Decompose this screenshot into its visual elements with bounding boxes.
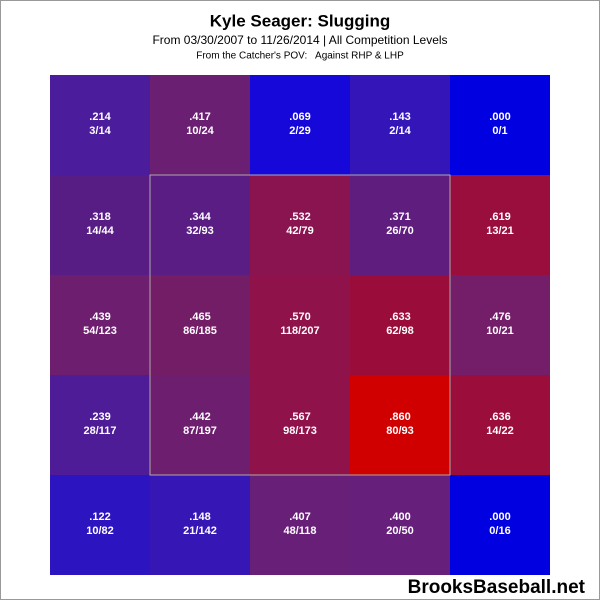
cell-value: .636 bbox=[489, 411, 510, 423]
cell-value: .143 bbox=[389, 111, 410, 123]
chart-note: From the Catcher's POV: Against RHP & LH… bbox=[196, 51, 404, 62]
cell-count: 54/123 bbox=[83, 325, 117, 337]
cell-count: 0/1 bbox=[492, 125, 507, 137]
cell-count: 87/197 bbox=[183, 425, 217, 437]
cell-count: 10/24 bbox=[186, 125, 214, 137]
cell bbox=[250, 175, 350, 275]
cell-count: 48/118 bbox=[283, 525, 316, 537]
cell-value: .069 bbox=[289, 111, 310, 123]
cell bbox=[250, 475, 350, 575]
cell bbox=[50, 175, 150, 275]
cell-value: .407 bbox=[289, 511, 310, 523]
cell bbox=[50, 275, 150, 375]
cell-count: 14/44 bbox=[86, 225, 114, 237]
cell-value: .532 bbox=[289, 211, 310, 223]
cell-count: 80/93 bbox=[386, 425, 414, 437]
cell-value: .442 bbox=[189, 411, 210, 423]
cell bbox=[250, 375, 350, 475]
watermark: BrooksBaseball.net bbox=[408, 577, 586, 598]
cell bbox=[150, 75, 250, 175]
grid: .214 3/14 .417 10/24 .069 2/29 .143 2/14 .000 0/1… bbox=[50, 75, 550, 575]
cell bbox=[150, 475, 250, 575]
cell bbox=[150, 275, 250, 375]
cell bbox=[150, 375, 250, 475]
cell-count: 14/22 bbox=[486, 425, 514, 437]
cell-value: .619 bbox=[489, 211, 510, 223]
cell-value: .570 bbox=[289, 311, 310, 323]
cell-count: 26/70 bbox=[386, 225, 414, 237]
cell-value: .400 bbox=[389, 511, 410, 523]
cell bbox=[450, 475, 550, 575]
cell-count: 2/14 bbox=[389, 125, 411, 137]
cell bbox=[450, 375, 550, 475]
cell bbox=[50, 475, 150, 575]
cell bbox=[450, 275, 550, 375]
cell bbox=[350, 275, 450, 375]
cell bbox=[250, 275, 350, 375]
cell-value: .214 bbox=[89, 111, 111, 123]
cell-count: 118/207 bbox=[280, 325, 319, 337]
cell-count: 32/93 bbox=[186, 225, 214, 237]
cell bbox=[250, 75, 350, 175]
cell-value: .371 bbox=[389, 211, 410, 223]
cell-count: 28/117 bbox=[83, 425, 116, 437]
cell-value: .000 bbox=[489, 111, 510, 123]
cell-count: 3/14 bbox=[89, 125, 111, 137]
cell-value: .860 bbox=[389, 411, 410, 423]
cell-value: .465 bbox=[189, 311, 210, 323]
cell-value: .417 bbox=[189, 111, 210, 123]
cell-count: 98/173 bbox=[283, 425, 317, 437]
cell-count: 10/21 bbox=[486, 325, 514, 337]
cell bbox=[50, 75, 150, 175]
cell bbox=[450, 75, 550, 175]
cell-count: 86/185 bbox=[183, 325, 217, 337]
cell-count: 13/21 bbox=[486, 225, 514, 237]
cell bbox=[350, 375, 450, 475]
cell bbox=[350, 475, 450, 575]
cell-count: 0/16 bbox=[489, 525, 510, 537]
cell-count: 2/29 bbox=[289, 125, 310, 137]
cell-value: .148 bbox=[189, 511, 210, 523]
cell bbox=[350, 175, 450, 275]
cell-value: .344 bbox=[189, 211, 211, 223]
cell-count: 21/142 bbox=[183, 525, 217, 537]
chart-subtitle: From 03/30/2007 to 11/26/2014 | All Comp… bbox=[152, 33, 447, 47]
cell-value: .567 bbox=[289, 411, 310, 423]
cell-value: .476 bbox=[489, 311, 510, 323]
cell-value: .239 bbox=[89, 411, 110, 423]
cell-value: .633 bbox=[389, 311, 410, 323]
strike-zone bbox=[149, 174, 451, 476]
cell bbox=[50, 375, 150, 475]
cell-value: .439 bbox=[89, 311, 110, 323]
cell-value: .000 bbox=[489, 511, 510, 523]
cell bbox=[350, 75, 450, 175]
cell-count: 42/79 bbox=[286, 225, 314, 237]
cell-count: 62/98 bbox=[386, 325, 414, 337]
cell-value: .122 bbox=[89, 511, 110, 523]
cell-value: .318 bbox=[89, 211, 110, 223]
cell-count: 10/82 bbox=[86, 525, 114, 537]
cell bbox=[450, 175, 550, 275]
cell-count: 20/50 bbox=[386, 525, 414, 537]
cell bbox=[150, 175, 250, 275]
chart-title: Kyle Seager: Slugging bbox=[210, 11, 390, 30]
